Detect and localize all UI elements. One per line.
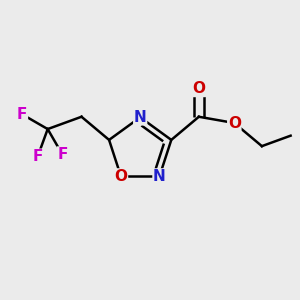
Text: O: O — [228, 116, 241, 130]
Text: F: F — [57, 147, 68, 162]
Text: O: O — [192, 81, 206, 96]
Text: F: F — [32, 149, 43, 164]
Text: N: N — [134, 110, 147, 125]
Text: F: F — [17, 107, 27, 122]
Text: N: N — [153, 169, 166, 184]
Text: O: O — [115, 169, 128, 184]
